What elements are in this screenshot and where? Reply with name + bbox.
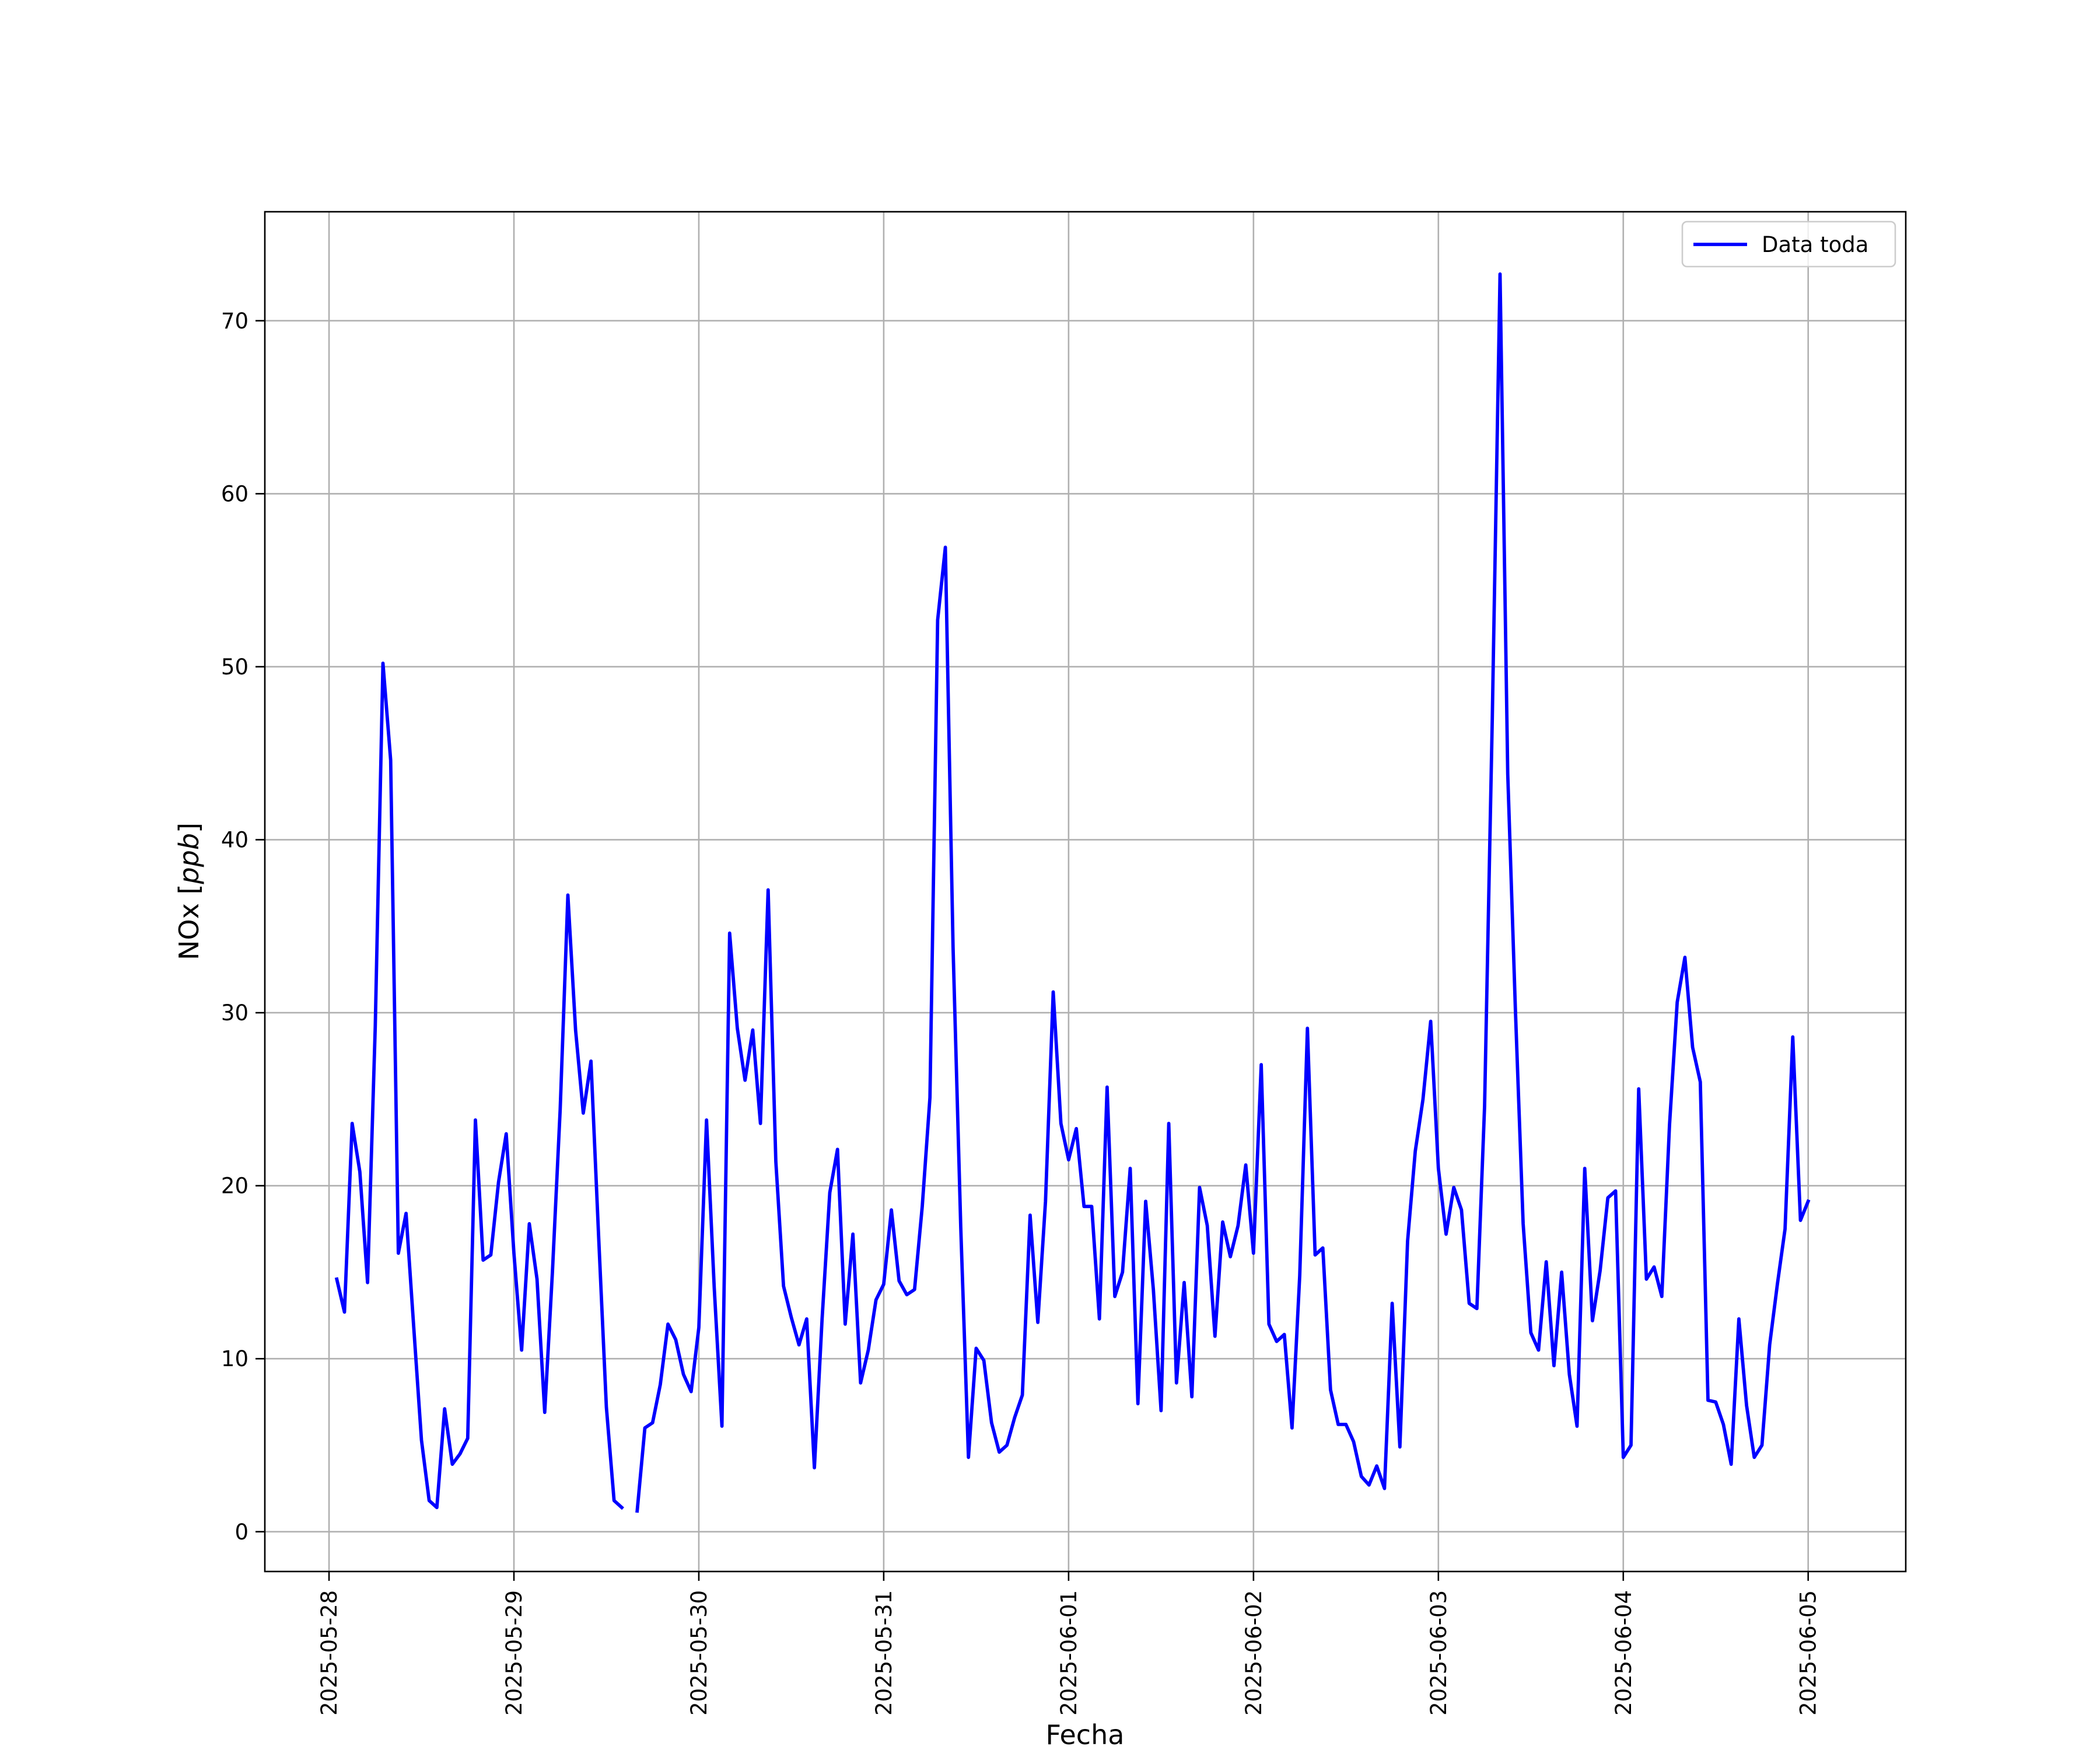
x-tick-label: 2025-05-28 (317, 1590, 342, 1716)
y-tick-labels: 0 10 20 30 40 50 60 70 (221, 309, 249, 1545)
x-tick-label: 2025-06-04 (1611, 1590, 1636, 1716)
x-tick-label: 2025-05-31 (872, 1590, 897, 1716)
y-tick-label: 20 (221, 1174, 249, 1199)
legend: Data toda (1681, 220, 1896, 268)
x-tick-labels: 2025-05-28 2025-05-29 2025-05-30 2025-05-31… (317, 1590, 1821, 1716)
data-series (334, 272, 1811, 1513)
x-tick-label: 2025-05-29 (502, 1590, 527, 1716)
y-tick-label: 40 (221, 828, 249, 853)
y-axis-title-text: NOx [ (173, 884, 205, 960)
y-tick-label: 50 (221, 654, 249, 680)
legend-label: Data toda (1762, 232, 1868, 257)
y-tick-label: 30 (221, 1000, 249, 1026)
x-tick-label: 2025-05-30 (687, 1590, 712, 1716)
legend-box (1681, 220, 1896, 268)
x-axis-title: Fecha (1046, 1719, 1125, 1750)
y-tick-label: 0 (235, 1520, 249, 1545)
x-tick-label: 2025-06-05 (1796, 1590, 1821, 1716)
plot-frame (264, 211, 1907, 1573)
y-axis-title-unit: ppb (173, 833, 205, 885)
y-axis-title-close: ] (173, 822, 205, 833)
x-tick-label: 2025-06-03 (1426, 1590, 1451, 1716)
y-axis-title: NOx [ppb] (173, 822, 205, 960)
plot-area (265, 212, 1906, 1572)
axis-ticks (256, 320, 1810, 1581)
y-tick-label: 70 (221, 309, 249, 334)
y-tick-label: 60 (221, 481, 249, 506)
series-line-data-toda (334, 272, 1811, 1513)
y-tick-label: 10 (221, 1346, 249, 1371)
x-tick-label: 2025-06-02 (1241, 1590, 1266, 1716)
x-tick-label: 2025-06-01 (1056, 1590, 1082, 1716)
